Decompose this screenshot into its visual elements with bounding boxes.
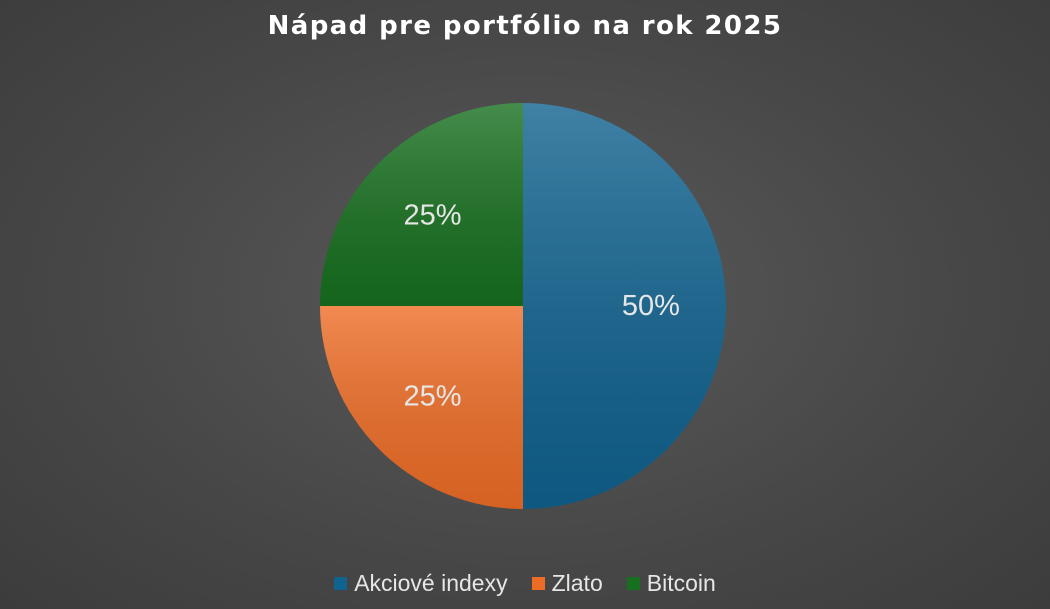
legend-label: Bitcoin (646, 569, 716, 596)
pie-slice-zlato (320, 306, 523, 509)
legend-swatch (334, 576, 348, 590)
legend-label: Zlato (551, 569, 603, 596)
legend-swatch (531, 576, 545, 590)
chart-title: Nápad pre portfólio na rok 2025 (267, 11, 783, 41)
pie-slice-akciove-indexy (523, 103, 726, 509)
legend-item-zlato: Zlato (531, 569, 603, 597)
legend-item-akciove-indexy: Akciové indexy (334, 569, 508, 597)
data-label-bitcoin: 25% (404, 200, 462, 232)
data-label-zlato: 25% (404, 380, 462, 412)
legend-item-bitcoin: Bitcoin (626, 569, 716, 597)
pie-slice-bitcoin (320, 103, 523, 306)
legend-label: Akciové indexy (354, 569, 508, 596)
legend-swatch (626, 576, 640, 590)
legend: Akciové indexy Zlato Bitcoin (0, 568, 1050, 598)
data-label-akciove-indexy: 50% (622, 290, 680, 322)
